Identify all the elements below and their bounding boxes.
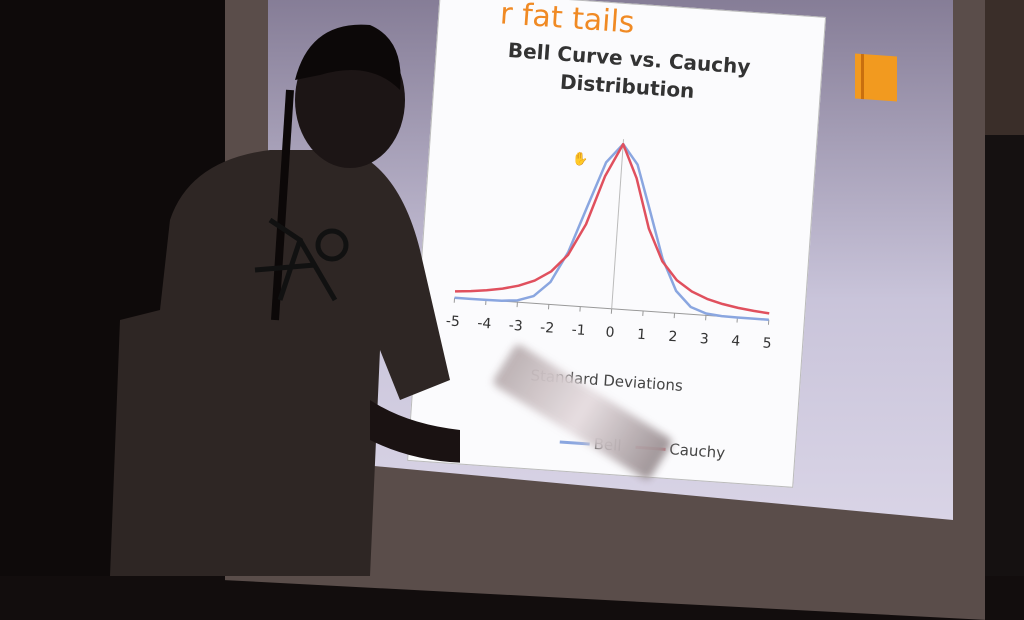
y-axis [612,139,624,309]
legend-label-cauchy: Cauchy [669,440,726,462]
chart-title: Bell Curve vs. Cauchy Distribution [434,31,822,114]
x-tick-label: 0 [605,324,615,341]
x-tick-label: -3 [508,318,523,335]
presenter-silhouette [100,20,460,576]
x-tick-label: 1 [636,327,646,344]
x-tick-label: 3 [699,331,709,348]
x-tick-label: -4 [477,315,492,332]
x-tick-label: -1 [571,322,586,339]
hand-cursor-icon: ✋ [572,152,588,167]
x-tick-label: 2 [668,329,678,346]
x-tick-label: 4 [731,333,741,350]
x-tick-label: 5 [762,335,772,352]
x-tick-label: -2 [540,320,555,337]
slide-accent-logo [855,54,897,102]
